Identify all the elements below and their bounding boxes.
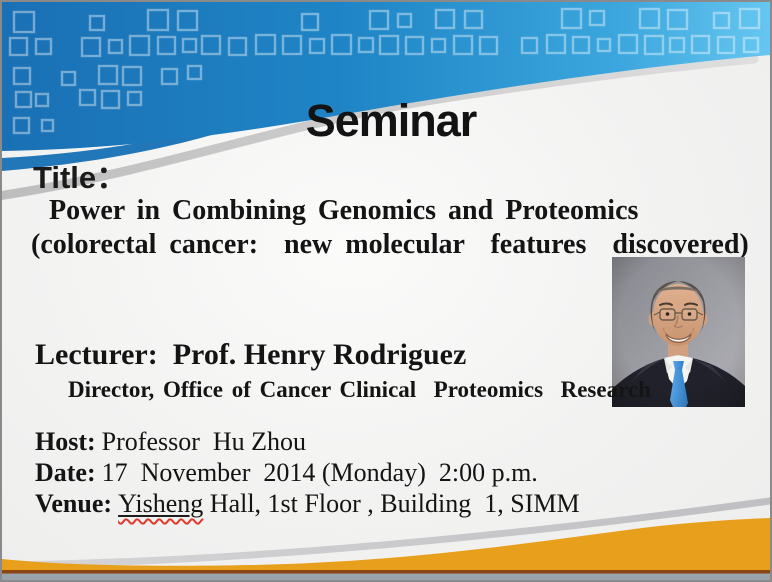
title-line-2: (colorectal cancer: new molecular featur… <box>31 229 749 260</box>
bottom-gray-swoosh <box>2 497 770 569</box>
date-label: Date: <box>35 458 96 487</box>
title-line-1: Power in Combining Genomics and Proteomi… <box>49 195 639 226</box>
lecturer-affiliation: Director, Office of Cancer Clinical Prot… <box>68 377 651 402</box>
title-label: Title： <box>33 160 128 195</box>
venue-underlined-word: Yisheng <box>118 489 204 518</box>
host-value: Professor Hu Zhou <box>101 427 307 456</box>
bottom-swoosh-decoration <box>2 497 770 580</box>
date-line: Date: 17 November 2014 (Monday) 2:00 p.m. <box>35 458 538 488</box>
lecturer-name: Prof. Henry Rodriguez <box>172 338 467 371</box>
venue-rest: Hall, 1st Floor , Building 1, SIMM <box>203 489 580 518</box>
date-value: 17 November 2014 (Monday) 2:00 p.m. <box>101 458 538 487</box>
venue-line: Venue: Yisheng Hall, 1st Floor , Building… <box>35 489 580 519</box>
gray-swoosh <box>2 54 759 200</box>
page-title: Seminar <box>305 95 478 146</box>
squares-pattern <box>8 7 761 135</box>
bottom-dark-line <box>2 570 770 574</box>
lecturer-line: Lecturer: Prof. Henry Rodriguez <box>35 338 466 372</box>
bottom-edge-strip <box>2 573 770 580</box>
host-label: Host: <box>35 427 96 456</box>
blue-band <box>2 2 770 151</box>
host-line: Host: Professor Hu Zhou <box>35 427 306 457</box>
venue-label: Venue: <box>35 489 113 518</box>
blue-sliver-swoosh <box>2 108 292 171</box>
top-swoosh-decoration <box>2 2 770 200</box>
lecturer-photo <box>612 257 745 407</box>
orange-band <box>2 518 770 580</box>
lecturer-label: Lecturer: <box>35 338 158 371</box>
spellcheck-underline: Yisheng <box>118 489 203 518</box>
